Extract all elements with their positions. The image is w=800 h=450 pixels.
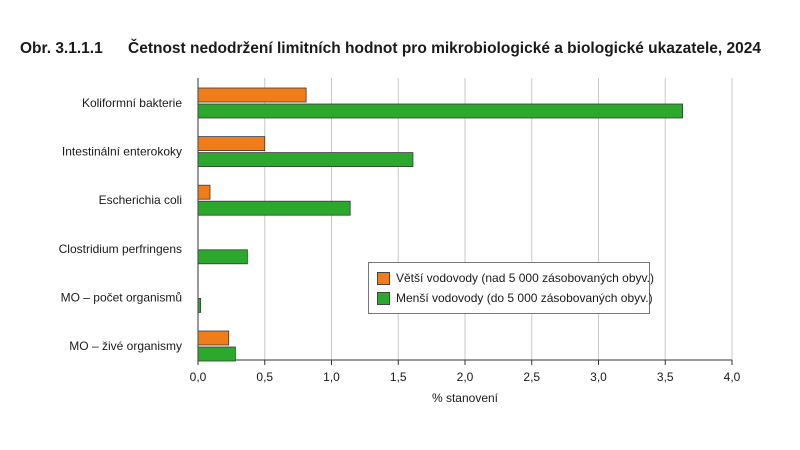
category-label: MO – živé organismy bbox=[69, 339, 182, 353]
category-label: Escherichia coli bbox=[99, 193, 182, 207]
bar-smaller-waterworks bbox=[197, 249, 248, 265]
bar-smaller-waterworks bbox=[197, 152, 414, 168]
figure-number: Obr. 3.1.1.1 bbox=[20, 40, 103, 57]
legend-item-smaller: Menší vodovody (do 5 000 zásobovaných ob… bbox=[377, 288, 653, 308]
category-label: Koliformní bakterie bbox=[82, 96, 182, 110]
bar-smaller-waterworks bbox=[197, 103, 684, 119]
bar-larger-waterworks bbox=[197, 136, 266, 152]
x-tick-label: 1,0 bbox=[323, 370, 340, 384]
category-label: Clostridium perfringens bbox=[59, 242, 182, 256]
x-tick-label: 4,0 bbox=[724, 370, 741, 384]
figure-title: Četnost nedodržení limitních hodnot pro … bbox=[128, 40, 762, 57]
bar-smaller-waterworks bbox=[197, 200, 351, 216]
legend-item-larger: Větší vodovody (nad 5 000 zásobovaných o… bbox=[377, 268, 654, 288]
category-label: MO – počet organismů bbox=[61, 290, 182, 304]
legend-swatch-larger bbox=[377, 271, 390, 285]
legend-label-smaller: Menší vodovody (do 5 000 zásobovaných ob… bbox=[396, 291, 653, 305]
legend-swatch-smaller bbox=[377, 291, 390, 305]
bar-smaller-waterworks bbox=[197, 297, 202, 313]
bar-larger-waterworks bbox=[197, 87, 307, 103]
x-tick-label: 3,5 bbox=[657, 370, 674, 384]
bar-smaller-waterworks bbox=[197, 346, 236, 362]
x-tick-label: 0,0 bbox=[190, 370, 207, 384]
x-tick-label: 1,5 bbox=[390, 370, 407, 384]
chart-title: Obr. 3.1.1.1 Četnost nedodržení limitních… bbox=[20, 40, 761, 58]
x-tick-label: 2,5 bbox=[523, 370, 540, 384]
legend: Větší vodovody (nad 5 000 zásobovaných o… bbox=[368, 262, 654, 314]
bar-larger-waterworks bbox=[197, 330, 230, 346]
category-label: Intestinální enterokoky bbox=[62, 145, 182, 159]
bar-larger-waterworks bbox=[197, 184, 211, 200]
legend-label-larger: Větší vodovody (nad 5 000 zásobovaných o… bbox=[396, 271, 654, 285]
x-tick-label: 0,5 bbox=[256, 370, 273, 384]
x-axis-label: % stanovení bbox=[432, 391, 499, 405]
x-tick-label: 2,0 bbox=[457, 370, 474, 384]
x-tick-label: 3,0 bbox=[590, 370, 607, 384]
